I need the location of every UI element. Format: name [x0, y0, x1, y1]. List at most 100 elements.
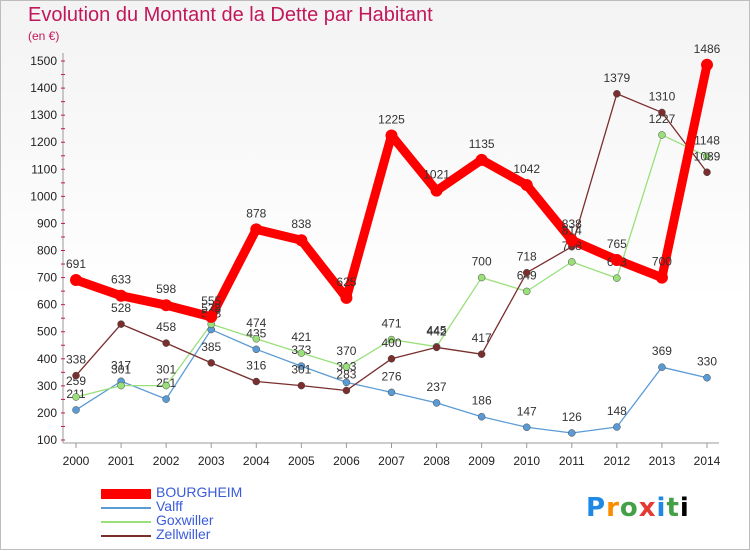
data-point-bourgheim: [430, 184, 443, 197]
data-label-valff: 237: [427, 380, 447, 394]
data-point-bourgheim: [385, 129, 398, 142]
data-label-goxwiller: 1227: [649, 112, 676, 126]
data-label-goxwiller: 700: [472, 255, 492, 269]
data-point-zellwiller: [477, 350, 486, 358]
y-tick-label: 1400: [30, 81, 57, 95]
data-label-zellwiller: 718: [517, 250, 537, 264]
data-point-bourgheim: [205, 310, 218, 323]
data-point-goxwiller: [342, 363, 351, 371]
data-point-zellwiller: [342, 386, 351, 395]
data-label-zellwiller: 814: [562, 224, 582, 238]
data-label-zellwiller: 283: [336, 367, 356, 381]
data-point-zellwiller: [703, 168, 711, 177]
data-label-zellwiller: 528: [111, 301, 131, 315]
data-point-zellwiller: [522, 268, 531, 277]
y-tick-label: 900: [37, 216, 57, 230]
data-point-bourgheim: [655, 271, 668, 284]
data-label-bourgheim: 625: [336, 275, 356, 289]
data-label-goxwiller: 474: [246, 316, 266, 330]
data-point-goxwiller: [162, 381, 170, 390]
data-point-bourgheim: [701, 58, 713, 71]
data-point-goxwiller: [297, 349, 306, 357]
data-point-goxwiller: [252, 335, 261, 343]
data-label-bourgheim: 555: [201, 294, 221, 308]
y-tick-label: 100: [37, 433, 57, 447]
data-point-valff: [613, 423, 621, 431]
data-point-goxwiller: [658, 131, 666, 139]
data-label-valff: 435: [246, 326, 266, 340]
legend: BOURGHEIM Valff Goxwiller Zellwiller: [101, 484, 361, 543]
data-label-bourgheim: 765: [607, 237, 627, 251]
data-label-valff: 186: [472, 394, 492, 408]
chart-unit: (en €): [28, 29, 60, 43]
y-tick-label: 1300: [30, 108, 57, 122]
y-tick-label: 700: [37, 271, 57, 285]
y-tick-label: 1200: [30, 135, 57, 149]
data-label-valff: 148: [607, 404, 627, 418]
chart-title: Evolution du Montant de la Dette par Hab…: [28, 4, 433, 26]
data-point-goxwiller: [72, 393, 80, 401]
data-label-goxwiller: 259: [66, 374, 86, 388]
data-label-bourgheim: 838: [562, 217, 582, 231]
data-label-zellwiller: 1379: [604, 71, 631, 85]
data-label-goxwiller: 301: [156, 363, 176, 377]
legend-item-valff: Valff: [101, 498, 361, 515]
x-tick-label: 2009: [468, 454, 495, 468]
data-point-zellwiller: [162, 339, 170, 347]
legend-item-bourgheim: BOURGHEIM: [101, 484, 361, 501]
y-tick-label: 1000: [30, 189, 57, 203]
data-point-bourgheim: [250, 223, 263, 236]
series-line-bourgheim: [71, 60, 712, 322]
data-label-bourgheim: 1486: [694, 42, 721, 56]
data-label-bourgheim: 691: [66, 257, 86, 271]
data-point-valff: [432, 399, 441, 407]
y-tick-label: 1100: [31, 162, 57, 176]
data-label-valff: 317: [111, 358, 131, 372]
data-point-goxwiller: [522, 287, 531, 296]
data-point-valff: [568, 429, 576, 437]
data-point-goxwiller: [387, 335, 396, 344]
data-label-zellwiller: 385: [201, 340, 221, 354]
x-tick-label: 2010: [513, 454, 540, 468]
x-tick-label: 2004: [243, 454, 270, 468]
legend-label: Valff: [156, 498, 183, 514]
data-point-valff: [297, 362, 306, 370]
x-tick-label: 2008: [423, 454, 450, 468]
data-label-bourgheim: 598: [156, 282, 176, 296]
data-point-zellwiller: [387, 355, 396, 363]
data-label-goxwiller: 421: [291, 330, 311, 344]
y-tick-label: 200: [37, 406, 57, 420]
data-point-bourgheim: [340, 291, 353, 304]
data-label-bourgheim: 700: [652, 255, 672, 269]
data-point-valff: [703, 373, 711, 382]
data-point-valff: [477, 412, 486, 421]
data-point-bourgheim: [160, 299, 173, 312]
data-label-goxwiller: 445: [427, 324, 447, 338]
data-label-bourgheim: 878: [246, 206, 266, 220]
x-tick-label: 2012: [604, 454, 631, 468]
data-label-bourgheim: 633: [111, 273, 131, 287]
data-point-valff: [522, 423, 531, 432]
y-tick-label: 500: [37, 325, 57, 339]
data-point-zellwiller: [72, 371, 80, 380]
data-point-valff: [387, 388, 396, 397]
data-point-goxwiller: [568, 258, 576, 266]
data-label-goxwiller: 471: [381, 317, 401, 331]
data-point-goxwiller: [703, 152, 711, 161]
data-label-valff: 276: [381, 369, 401, 383]
data-point-bourgheim: [475, 153, 488, 166]
x-tick-label: 2001: [108, 454, 135, 468]
data-point-zellwiller: [613, 90, 621, 98]
legend-label: Zellwiller: [156, 526, 211, 542]
data-point-bourgheim: [565, 234, 578, 247]
y-tick-label: 600: [37, 298, 57, 312]
data-label-goxwiller: 528: [201, 301, 221, 315]
data-label-bourgheim: 1135: [469, 137, 495, 151]
data-label-goxwiller: 301: [111, 363, 131, 377]
data-point-zellwiller: [207, 359, 215, 367]
data-point-zellwiller: [432, 343, 441, 352]
x-tick-label: 2006: [333, 454, 360, 468]
data-point-zellwiller: [658, 108, 666, 117]
data-point-goxwiller: [477, 273, 486, 282]
